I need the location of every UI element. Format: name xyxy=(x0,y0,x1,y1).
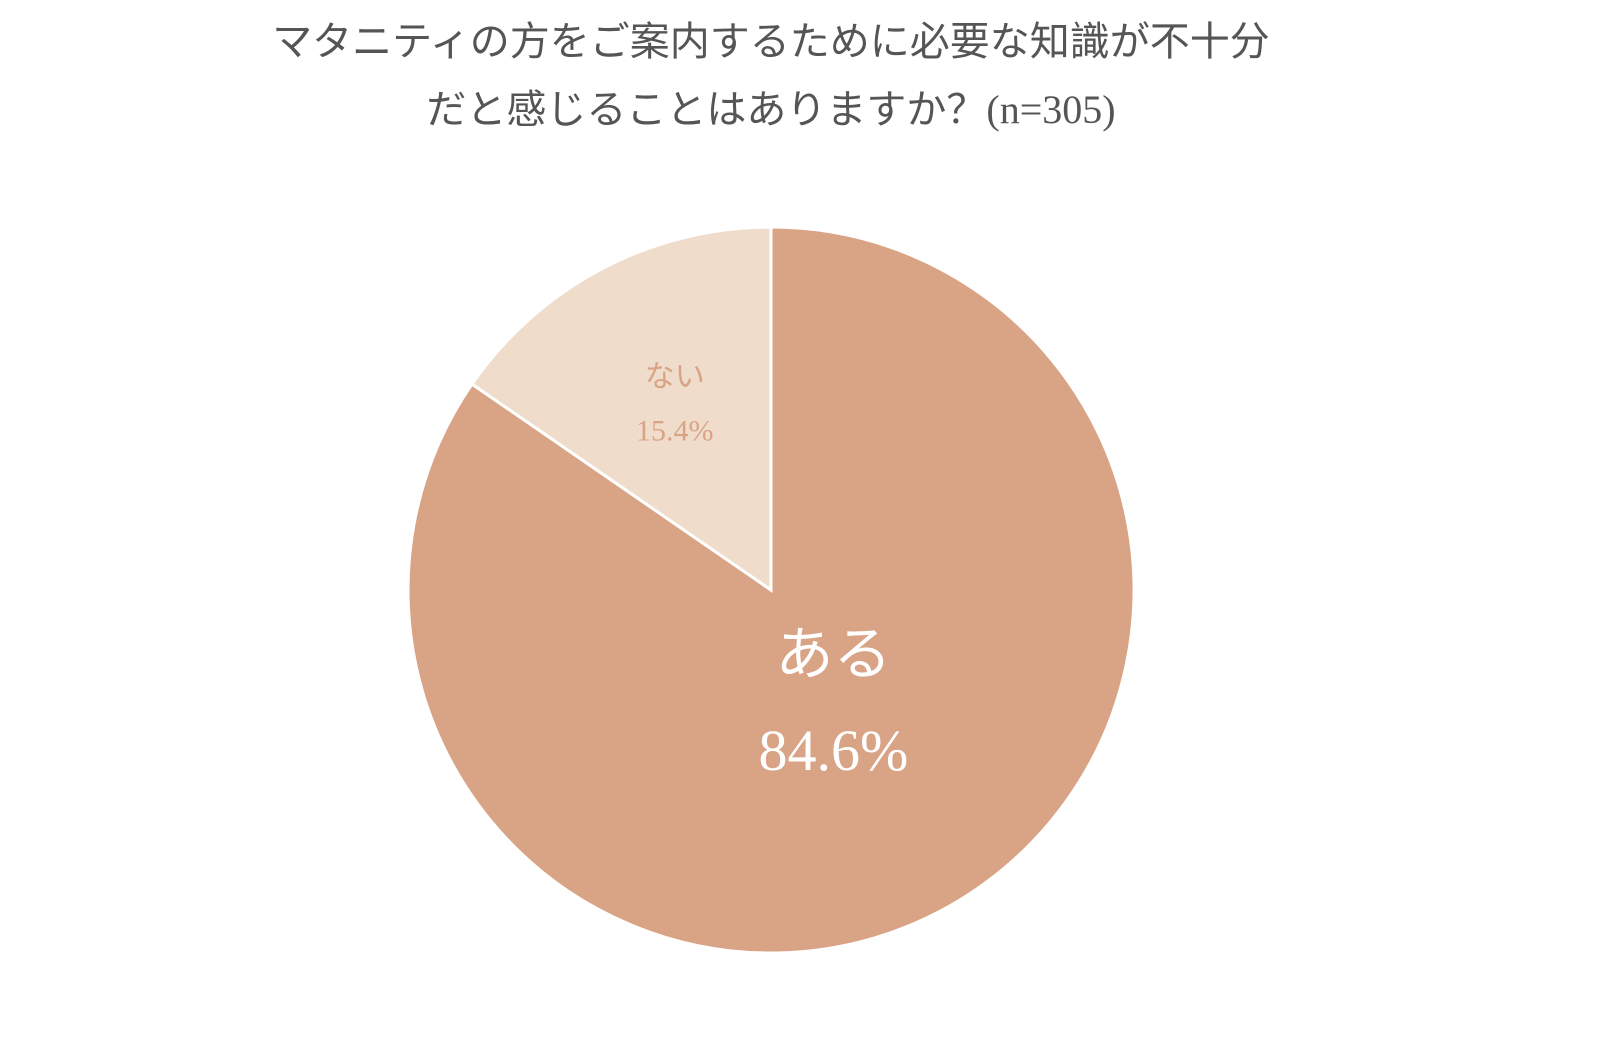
value-label: 15.4% xyxy=(636,415,714,448)
chart-title: だと感じることはありますか？(n=305) xyxy=(426,87,1115,132)
pie-slice xyxy=(469,225,773,593)
slice-label: ある xyxy=(775,622,891,687)
slice-label: ない xyxy=(645,361,705,394)
value-label: 84.6% xyxy=(759,718,909,783)
chart-title: マタニティの方をご案内するために必要な知識が不十分 xyxy=(272,19,1270,64)
